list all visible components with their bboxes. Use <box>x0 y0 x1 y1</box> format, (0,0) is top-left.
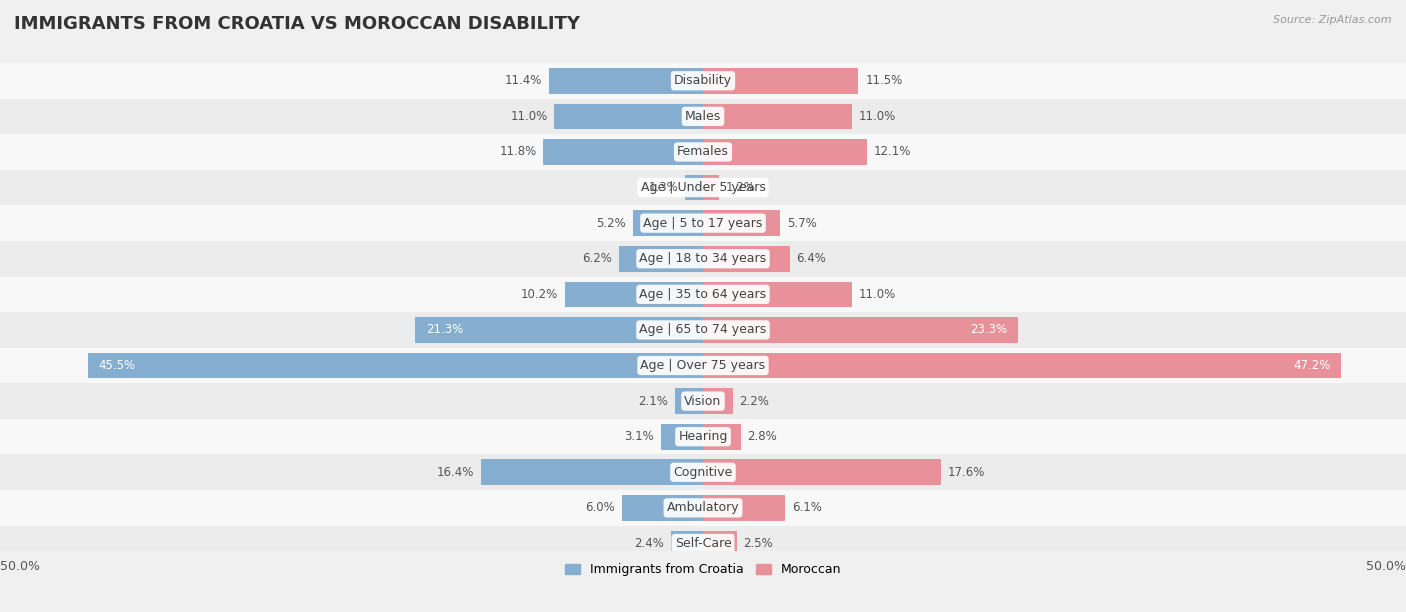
Text: 50.0%: 50.0% <box>0 559 39 573</box>
Bar <box>0 99 1406 134</box>
Bar <box>675 388 703 414</box>
Text: Males: Males <box>685 110 721 123</box>
Text: Self-Care: Self-Care <box>675 537 731 550</box>
Bar <box>0 277 1406 312</box>
Bar <box>703 68 859 94</box>
Bar <box>0 383 1406 419</box>
Bar <box>661 424 703 449</box>
Text: 5.2%: 5.2% <box>596 217 626 230</box>
Bar <box>0 348 1406 383</box>
Bar <box>621 495 703 521</box>
Text: 6.0%: 6.0% <box>585 501 616 514</box>
Bar <box>0 63 1406 99</box>
Text: 2.4%: 2.4% <box>634 537 664 550</box>
Bar <box>703 103 852 129</box>
Text: 45.5%: 45.5% <box>98 359 136 372</box>
Bar <box>0 419 1406 455</box>
Text: 6.4%: 6.4% <box>796 252 827 265</box>
Text: 21.3%: 21.3% <box>426 323 463 337</box>
Bar <box>703 211 780 236</box>
Text: 2.1%: 2.1% <box>638 395 668 408</box>
Text: Age | 65 to 74 years: Age | 65 to 74 years <box>640 323 766 337</box>
Bar <box>703 175 720 200</box>
Text: 50.0%: 50.0% <box>1367 559 1406 573</box>
Bar <box>87 353 703 378</box>
Bar <box>703 139 866 165</box>
Bar <box>703 424 741 449</box>
Text: 16.4%: 16.4% <box>437 466 475 479</box>
Bar <box>0 526 1406 561</box>
Text: 2.8%: 2.8% <box>748 430 778 443</box>
Text: 3.1%: 3.1% <box>624 430 654 443</box>
Bar <box>0 455 1406 490</box>
Text: 5.7%: 5.7% <box>787 217 817 230</box>
Text: 11.4%: 11.4% <box>505 74 543 88</box>
Text: Age | 35 to 64 years: Age | 35 to 64 years <box>640 288 766 301</box>
Text: 17.6%: 17.6% <box>948 466 986 479</box>
Bar <box>671 531 703 556</box>
Bar <box>686 175 703 200</box>
Bar <box>619 246 703 272</box>
Text: Females: Females <box>678 146 728 159</box>
Bar <box>633 211 703 236</box>
Bar <box>703 460 941 485</box>
Text: 2.5%: 2.5% <box>744 537 773 550</box>
Bar <box>548 68 703 94</box>
Text: Cognitive: Cognitive <box>673 466 733 479</box>
Text: Age | 18 to 34 years: Age | 18 to 34 years <box>640 252 766 265</box>
Bar <box>544 139 703 165</box>
Text: 11.0%: 11.0% <box>859 288 896 301</box>
Bar <box>703 282 852 307</box>
Bar <box>0 490 1406 526</box>
Text: 1.3%: 1.3% <box>650 181 679 194</box>
Bar <box>565 282 703 307</box>
Text: Age | Over 75 years: Age | Over 75 years <box>641 359 765 372</box>
Text: 2.2%: 2.2% <box>740 395 769 408</box>
Bar <box>703 317 1018 343</box>
Bar <box>703 531 737 556</box>
Text: IMMIGRANTS FROM CROATIA VS MOROCCAN DISABILITY: IMMIGRANTS FROM CROATIA VS MOROCCAN DISA… <box>14 15 581 33</box>
Text: 12.1%: 12.1% <box>873 146 911 159</box>
Text: 23.3%: 23.3% <box>970 323 1007 337</box>
Bar <box>481 460 703 485</box>
Bar <box>0 206 1406 241</box>
Text: 6.1%: 6.1% <box>792 501 823 514</box>
Bar <box>0 312 1406 348</box>
Text: 11.5%: 11.5% <box>865 74 903 88</box>
Bar <box>703 353 1341 378</box>
Text: Source: ZipAtlas.com: Source: ZipAtlas.com <box>1274 15 1392 25</box>
Text: Age | Under 5 years: Age | Under 5 years <box>641 181 765 194</box>
Bar <box>554 103 703 129</box>
Text: 11.8%: 11.8% <box>499 146 537 159</box>
Text: 6.2%: 6.2% <box>582 252 613 265</box>
Bar <box>703 246 790 272</box>
Text: 1.2%: 1.2% <box>725 181 756 194</box>
Text: Age | 5 to 17 years: Age | 5 to 17 years <box>644 217 762 230</box>
Text: Hearing: Hearing <box>678 430 728 443</box>
Legend: Immigrants from Croatia, Moroccan: Immigrants from Croatia, Moroccan <box>565 563 841 576</box>
Text: 47.2%: 47.2% <box>1294 359 1330 372</box>
Bar <box>0 134 1406 170</box>
Bar <box>703 388 733 414</box>
Text: Vision: Vision <box>685 395 721 408</box>
Bar <box>0 170 1406 206</box>
Text: 11.0%: 11.0% <box>510 110 547 123</box>
Bar <box>703 495 786 521</box>
Bar <box>415 317 703 343</box>
Text: 10.2%: 10.2% <box>522 288 558 301</box>
Text: Ambulatory: Ambulatory <box>666 501 740 514</box>
Bar <box>0 241 1406 277</box>
Text: 11.0%: 11.0% <box>859 110 896 123</box>
Text: Disability: Disability <box>673 74 733 88</box>
